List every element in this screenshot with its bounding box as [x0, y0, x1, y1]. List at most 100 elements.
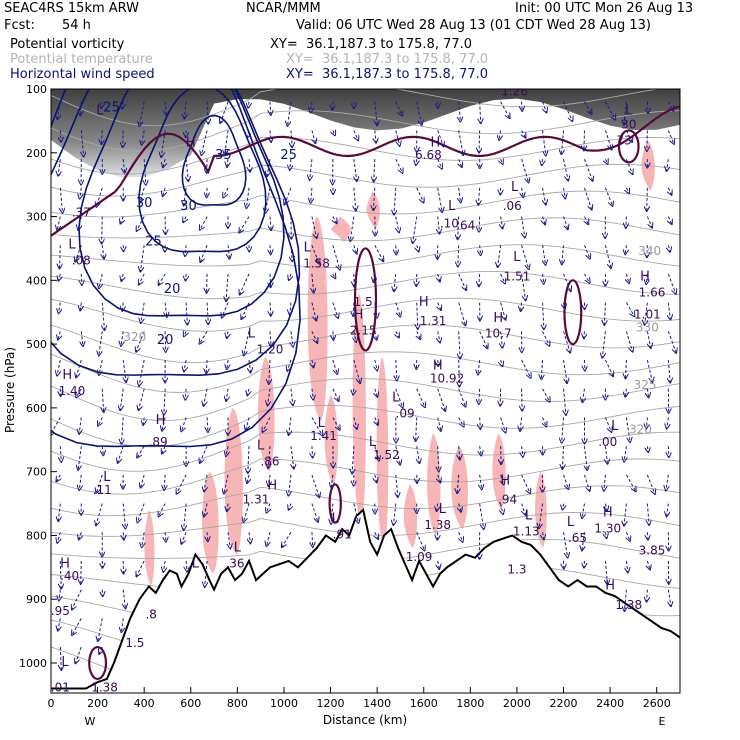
wind-vector	[543, 532, 544, 539]
wind-vector	[120, 216, 123, 224]
pv-contour	[51, 105, 680, 237]
wind-vector	[666, 474, 668, 491]
wind-vector	[458, 130, 464, 155]
wind-vector	[543, 245, 546, 265]
wind-vector	[98, 417, 102, 425]
wind-vector	[354, 187, 356, 211]
wind-vector	[647, 503, 649, 525]
wind-vector	[604, 187, 612, 206]
wind-vector	[417, 331, 421, 339]
wind-vector	[268, 474, 270, 486]
wind-vector	[122, 302, 123, 311]
wind-vector	[99, 646, 102, 654]
wind-vector	[76, 388, 82, 397]
pv-shading-region	[403, 484, 418, 549]
pv-value-label: 1.5	[125, 636, 144, 650]
wind-vector	[416, 532, 425, 550]
wind-vector	[438, 446, 439, 471]
wind-vector	[226, 446, 228, 456]
wind-vector	[542, 331, 550, 345]
wind-vector	[458, 388, 466, 407]
pv-shading-region	[201, 471, 219, 574]
wind-vector	[394, 187, 396, 215]
pv-value-label: 1.30	[594, 521, 621, 535]
wind-vector	[647, 532, 648, 539]
wind-vector	[437, 130, 444, 146]
wind-vector	[201, 130, 208, 155]
theta-isentrope	[51, 485, 680, 517]
pv-value-label: .95	[51, 604, 70, 618]
wind-vector	[647, 187, 648, 211]
wind-vector	[161, 130, 166, 157]
wind-vector	[247, 388, 249, 396]
wind-vector	[185, 388, 186, 400]
wind-vector	[647, 589, 648, 602]
y-tick-label: 500	[26, 338, 47, 351]
wind-vector	[291, 331, 293, 346]
wind-vector	[207, 302, 208, 324]
wind-vector	[521, 474, 531, 493]
wind-vector	[51, 417, 61, 435]
wind-vector	[459, 331, 460, 358]
wind-vector	[137, 216, 145, 231]
wind-vector	[141, 474, 145, 488]
wind-vector	[459, 187, 461, 203]
wind-vector	[457, 474, 459, 493]
wind-vector	[207, 101, 208, 124]
wind-vector	[563, 474, 569, 489]
wind-vector	[248, 101, 249, 108]
theta-isentrope	[51, 297, 680, 332]
wind-vector	[228, 245, 229, 258]
pv-value-label: 3.85	[639, 544, 666, 558]
wind-vector	[99, 331, 103, 355]
wind-vector	[222, 302, 229, 318]
pv-value-label: .00	[598, 435, 617, 449]
wind-vector	[223, 187, 229, 198]
wind-vector	[353, 302, 354, 316]
wind-vector	[141, 302, 145, 323]
wind-vector	[480, 101, 481, 123]
wind-vector	[396, 360, 397, 380]
hl-marker: L	[61, 655, 69, 670]
wind-vector	[248, 446, 249, 473]
organization: NCAR/MMM	[246, 1, 321, 16]
wind-vector	[480, 245, 481, 255]
wind-vector	[207, 417, 208, 431]
wind-vector	[396, 474, 398, 497]
wind-vector	[102, 302, 104, 330]
wind-vector	[459, 503, 461, 512]
hl-marker: H	[60, 556, 70, 571]
y-tick-label: 800	[26, 529, 47, 542]
init-time: Init: 00 UTC Mon 26 Aug 13	[515, 1, 694, 16]
wind-vector	[539, 503, 544, 528]
wind-vector	[101, 101, 102, 108]
wind-vector	[626, 216, 627, 228]
hl-marker: L	[439, 502, 447, 517]
wind-vector	[204, 474, 207, 491]
wind-vector	[102, 216, 103, 244]
wind-vector	[184, 101, 186, 119]
theta-isentrope	[51, 351, 680, 393]
wind-vector	[416, 187, 424, 203]
wind-vector	[584, 273, 589, 283]
wind-vector	[416, 101, 422, 125]
wind-vector	[123, 503, 125, 529]
hl-marker: H	[433, 359, 443, 374]
pv-value-label: 10.7	[485, 327, 512, 341]
wind-vector	[270, 331, 271, 346]
wind-vector	[354, 159, 357, 181]
hl-marker: H	[419, 295, 429, 310]
wind-vector	[141, 130, 144, 144]
wind-vector	[102, 589, 103, 596]
pv-value-label: .08	[72, 253, 91, 267]
wind-vector	[602, 331, 606, 357]
wind-vector	[270, 302, 271, 316]
wind-vector	[438, 302, 441, 310]
wind-vector	[501, 446, 502, 464]
wind-vector	[646, 359, 652, 382]
wind-vector	[102, 446, 103, 455]
wind-vector	[563, 532, 568, 557]
x-tick-label: 1400	[363, 697, 391, 710]
pv-value-label: 1.5	[354, 295, 373, 309]
hl-marker: H	[354, 308, 364, 323]
